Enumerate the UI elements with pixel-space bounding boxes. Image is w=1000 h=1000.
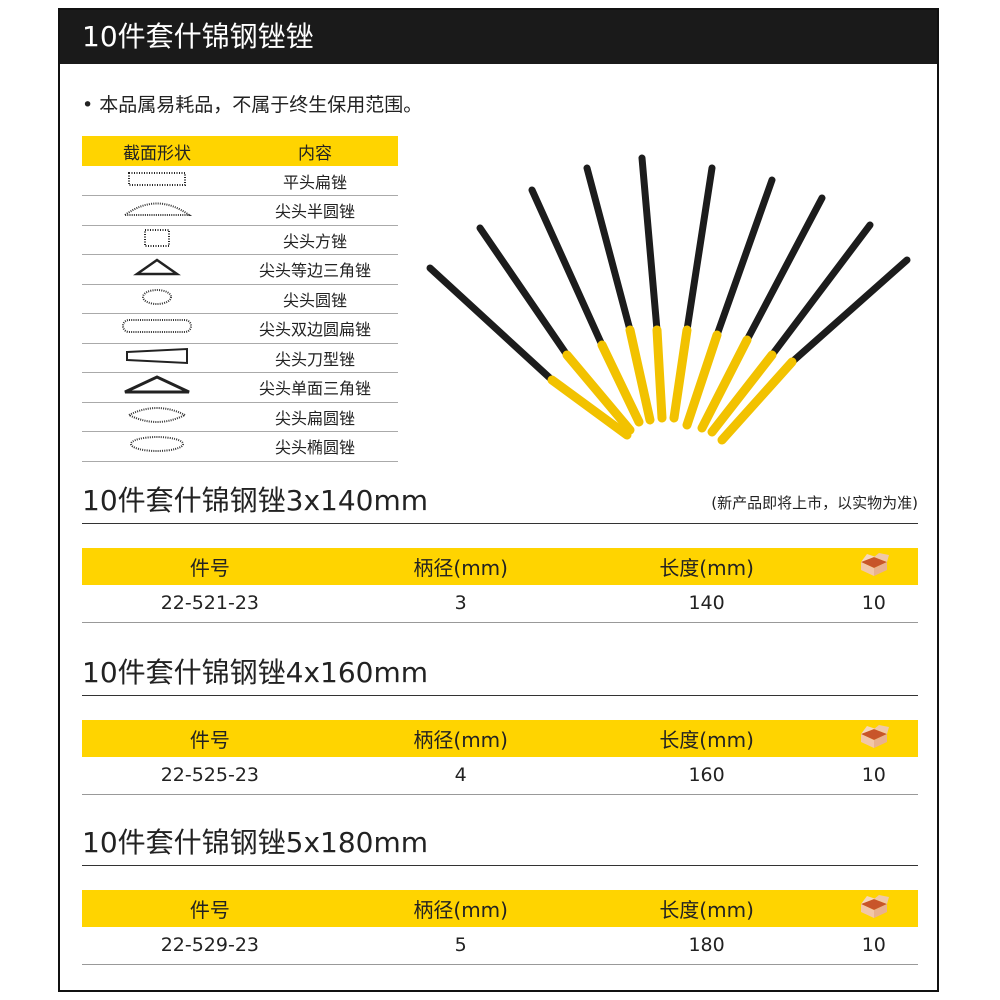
col-length: 长度(mm)	[583, 548, 830, 585]
section-title: 10件套什锦钢锉4x160mm	[82, 650, 918, 696]
file-type-label: 尖头刀型锉	[232, 343, 398, 373]
section-title: 10件套什锦钢锉3x140mm	[82, 478, 918, 524]
flat-rect-section-icon	[128, 171, 186, 186]
col-shape: 截面形状	[82, 136, 232, 166]
carton-box-icon	[860, 553, 889, 576]
table-row: 22-525-23 4 160 10	[82, 757, 918, 795]
cross-section-row: 尖头单面三角锉	[82, 372, 398, 403]
file-type-label: 尖头半圆锉	[232, 195, 398, 226]
file-type-label: 尖头等边三角锉	[232, 254, 398, 285]
col-qty	[829, 548, 918, 585]
cross-section-row: 尖头扁圆锉	[82, 402, 398, 432]
handle-diameter: 3	[337, 585, 584, 623]
needle-file	[697, 194, 826, 433]
spec-table: 件号 柄径(mm) 长度(mm) 22-525-23 4 160 10	[82, 720, 918, 795]
needle-file	[638, 154, 667, 423]
handle-diameter: 4	[337, 757, 584, 795]
col-part-no: 件号	[82, 720, 338, 757]
page-title: 10件套什锦钢锉锉	[60, 10, 937, 64]
flat-round-section-icon	[126, 406, 188, 423]
cross-section-row: 平头扁锉	[82, 166, 398, 196]
needle-file	[426, 264, 632, 440]
file-type-label: 尖头单面三角锉	[232, 372, 398, 403]
file-type-label: 平头扁锉	[232, 166, 398, 196]
length: 140	[583, 585, 830, 623]
part-number: 22-521-23	[82, 585, 338, 623]
needle-file	[476, 224, 635, 435]
table-row: 22-521-23 3 140 10	[82, 585, 918, 623]
spec-table: 件号 柄径(mm) 长度(mm) 22-521-23 3 140 10	[82, 548, 918, 623]
product-section: 10件套什锦钢锉5x180mm 件号 柄径(mm) 长度(mm) 22-529-…	[82, 820, 918, 965]
catalog-frame: 10件套什锦钢锉锉 • 本品属易耗品，不属于终生保用范围。 截面形状 内容 平头扁…	[58, 8, 939, 992]
spec-table: 件号 柄径(mm) 长度(mm) 22-529-23 5 180 10	[82, 890, 918, 965]
cross-section-table: 截面形状 内容 平头扁锉 尖头半圆锉 尖头方锉 尖头等边三角锉 尖头圆锉 尖头双边圆扁锉 尖头…	[82, 136, 398, 462]
oval-section-icon	[130, 436, 184, 453]
length: 160	[583, 757, 830, 795]
needle-file	[717, 256, 911, 445]
single-triangle-section-icon	[124, 375, 190, 394]
col-handle-dia: 柄径(mm)	[337, 720, 584, 757]
round-section-icon	[142, 288, 172, 305]
col-length: 长度(mm)	[583, 720, 830, 757]
new-product-note: (新产品即将上市，以实物为准)	[711, 494, 918, 512]
cross-section-row: 尖头圆锉	[82, 284, 398, 314]
cross-section-row: 尖头等边三角锉	[82, 254, 398, 285]
file-type-label: 尖头扁圆锉	[232, 402, 398, 432]
handle-diameter: 5	[337, 927, 584, 965]
section-title: 10件套什锦钢锉5x180mm	[82, 820, 918, 866]
cross-section-row: 尖头方锉	[82, 225, 398, 255]
file-type-label: 尖头椭圆锉	[232, 431, 398, 462]
consumable-note: • 本品属易耗品，不属于终生保用范围。	[82, 94, 423, 116]
part-number: 22-525-23	[82, 757, 338, 795]
half-round-section-icon	[121, 202, 193, 217]
needle-file	[707, 221, 874, 437]
col-part-no: 件号	[82, 548, 338, 585]
length: 180	[583, 927, 830, 965]
quantity: 10	[829, 927, 918, 965]
col-part-no: 件号	[82, 890, 338, 927]
col-qty	[829, 890, 918, 927]
file-type-label: 尖头圆锉	[232, 284, 398, 314]
product-section: 10件套什锦钢锉3x140mm (新产品即将上市，以实物为准) 件号 柄径(mm…	[82, 478, 918, 623]
double-round-flat-section-icon	[122, 319, 192, 334]
cross-section-row: 尖头刀型锉	[82, 343, 398, 373]
quantity: 10	[829, 757, 918, 795]
col-qty	[829, 720, 918, 757]
knife-section-icon	[126, 347, 188, 364]
cross-section-row: 尖头椭圆锉	[82, 431, 398, 462]
col-content: 内容	[232, 136, 398, 166]
col-handle-dia: 柄径(mm)	[337, 548, 584, 585]
needle-file	[669, 164, 716, 423]
file-type-label: 尖头双边圆扁锉	[232, 313, 398, 344]
cross-section-row: 尖头半圆锉	[82, 195, 398, 226]
square-section-icon	[144, 228, 170, 247]
file-type-label: 尖头方锉	[232, 225, 398, 255]
needle-file	[583, 164, 655, 425]
quantity: 10	[829, 585, 918, 623]
cross-section-row: 尖头双边圆扁锉	[82, 313, 398, 344]
needle-file	[682, 176, 776, 430]
col-length: 长度(mm)	[583, 890, 830, 927]
carton-box-icon	[860, 895, 889, 918]
carton-box-icon	[860, 725, 889, 748]
col-handle-dia: 柄径(mm)	[337, 890, 584, 927]
equilateral-triangle-section-icon	[133, 258, 181, 276]
table-row: 22-529-23 5 180 10	[82, 927, 918, 965]
part-number: 22-529-23	[82, 927, 338, 965]
file-set-image	[426, 154, 911, 445]
needle-file	[528, 186, 644, 427]
product-section: 10件套什锦钢锉4x160mm 件号 柄径(mm) 长度(mm) 22-525-…	[82, 650, 918, 795]
